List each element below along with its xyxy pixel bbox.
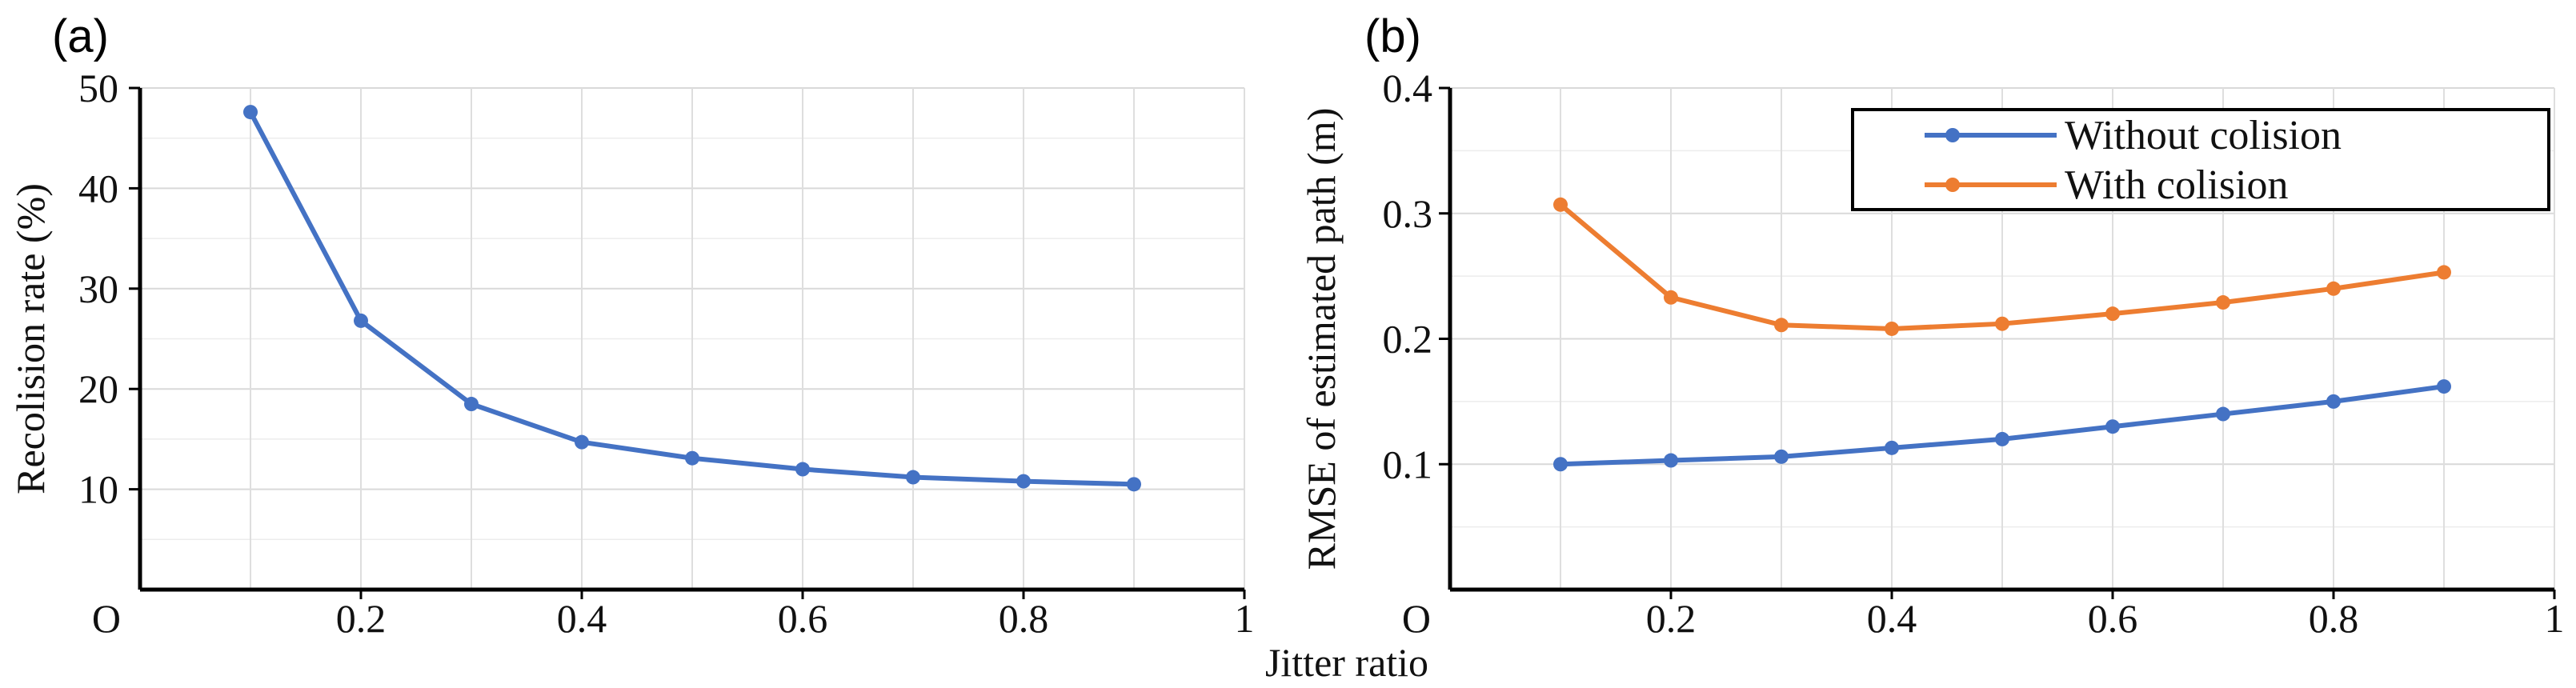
legend-item: With colision bbox=[1925, 162, 2289, 208]
data-point bbox=[685, 450, 699, 466]
y-tick-label: 10 bbox=[78, 467, 118, 512]
x-tick-label: 0.2 bbox=[336, 596, 387, 641]
y-tick-label: 30 bbox=[78, 266, 118, 311]
data-point bbox=[2326, 281, 2341, 296]
y-tick-label: 0.2 bbox=[1383, 317, 1433, 362]
chart-panel-a: (a) 10 20 30 40 50 0.2 0.4 0.6 0.8 1 O Recolision ra… bbox=[8, 10, 1255, 641]
data-point bbox=[243, 105, 258, 120]
panel-label: (a) bbox=[52, 10, 109, 62]
x-tick-label: 0.8 bbox=[2309, 596, 2359, 641]
series-with-colision bbox=[1553, 197, 2451, 336]
data-point bbox=[2216, 295, 2230, 310]
data-point bbox=[1995, 316, 2009, 331]
y-axis-title: Recolision rate (%) bbox=[8, 183, 53, 494]
legend-label: Without colision bbox=[2065, 113, 2342, 158]
data-point bbox=[1553, 197, 1568, 212]
data-point bbox=[795, 462, 810, 477]
y-axis-title: RMSE of estimated path (m) bbox=[1299, 108, 1344, 570]
y-tick-label: 0.3 bbox=[1383, 191, 1433, 236]
x-tick-label: 1 bbox=[1235, 596, 1255, 641]
origin-label: O bbox=[92, 596, 121, 641]
x-tick-label: 0.2 bbox=[1646, 596, 1697, 641]
y-tick-label: 0.4 bbox=[1383, 66, 1433, 110]
series-recolision-rate bbox=[243, 105, 1141, 492]
data-point bbox=[1664, 290, 1678, 305]
data-point bbox=[2326, 394, 2341, 409]
y-tick-label: 50 bbox=[78, 66, 118, 110]
data-point bbox=[354, 313, 368, 328]
data-point bbox=[906, 470, 920, 485]
x-tick-label: 0.8 bbox=[999, 596, 1049, 641]
data-point bbox=[1127, 477, 1141, 492]
x-tick-label: 0.6 bbox=[2088, 596, 2138, 641]
data-point bbox=[1553, 457, 1568, 472]
data-point bbox=[2216, 406, 2230, 422]
x-tick-label: 1 bbox=[2545, 596, 2565, 641]
panel-label: (b) bbox=[1364, 10, 1421, 62]
data-point bbox=[1885, 440, 1899, 455]
origin-label: O bbox=[1402, 596, 1431, 641]
data-point bbox=[575, 434, 589, 450]
data-point bbox=[1774, 318, 1789, 333]
x-axis-title: Jitter ratio bbox=[1265, 640, 1428, 685]
data-point bbox=[2105, 419, 2120, 434]
x-tick-label: 0.4 bbox=[557, 596, 607, 641]
data-point bbox=[464, 397, 479, 412]
series-without-colision bbox=[1553, 379, 2451, 472]
x-tick-label: 0.6 bbox=[778, 596, 828, 641]
data-point bbox=[1774, 449, 1789, 464]
data-point bbox=[1995, 431, 2009, 446]
legend-box bbox=[1851, 108, 2550, 211]
data-point bbox=[1885, 321, 1899, 336]
data-point bbox=[1664, 453, 1678, 468]
y-tick-label: 40 bbox=[78, 166, 118, 210]
legend-item: Without colision bbox=[1925, 113, 2342, 158]
legend-label: With colision bbox=[2065, 162, 2289, 208]
chart-panel-b: (b) 0.1 0.2 0.3 0.4 0.2 0.4 0.6 0.8 1 O RMSE of est… bbox=[1299, 10, 2565, 641]
legend-swatch-marker bbox=[1945, 178, 1960, 192]
legend-swatch-marker bbox=[1945, 128, 1960, 142]
data-point bbox=[2437, 379, 2451, 394]
y-tick-label: 0.1 bbox=[1383, 442, 1433, 486]
data-point bbox=[2105, 306, 2120, 322]
x-tick-label: 0.4 bbox=[1867, 596, 1917, 641]
y-tick-label: 20 bbox=[78, 366, 118, 411]
data-point bbox=[2437, 265, 2451, 280]
data-point bbox=[1016, 474, 1031, 489]
gridlines bbox=[140, 87, 1245, 590]
